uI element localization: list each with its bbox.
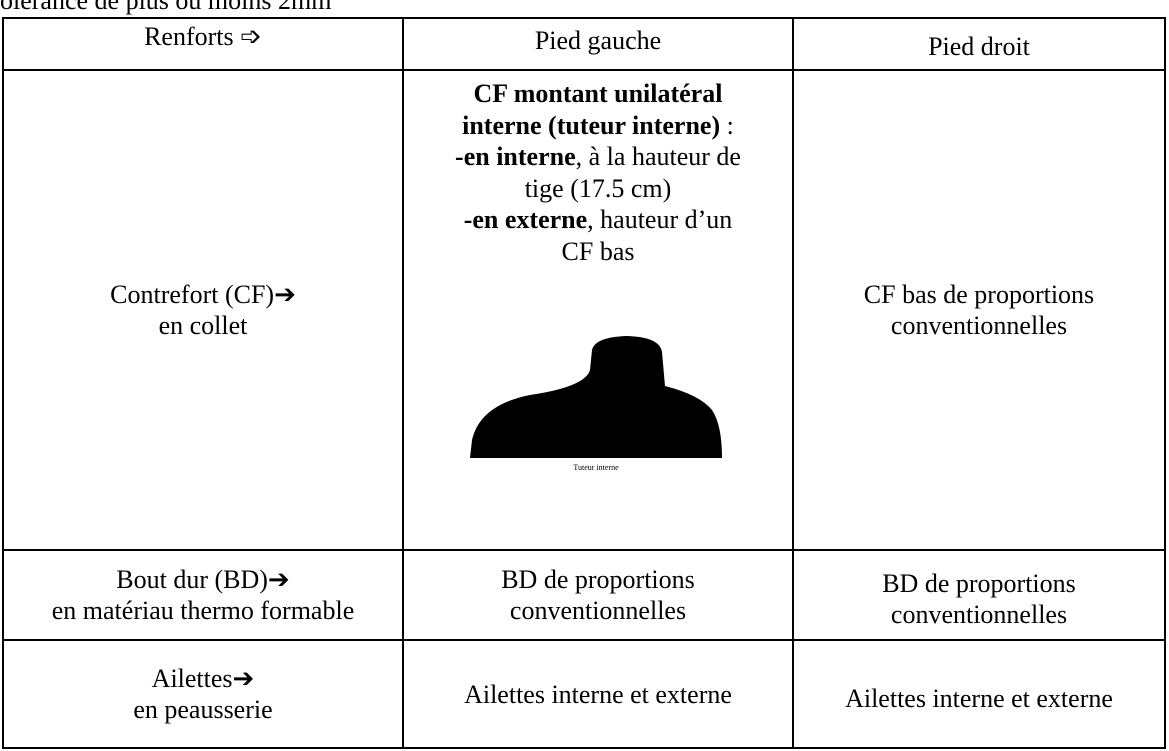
- cell-line: -en interne, à la hauteur de: [455, 141, 741, 173]
- header-text: Pied droit: [928, 31, 1030, 61]
- cell-text: :: [720, 110, 734, 140]
- rule: [1164, 17, 1166, 749]
- cell-text: conventionnelles: [509, 596, 687, 625]
- cell-text: BD de proportions: [882, 569, 1076, 598]
- cell-line: interne (tuteur interne) :: [462, 110, 734, 142]
- caption: Tuteur interne: [573, 463, 619, 472]
- rule: [2, 17, 1166, 19]
- cell-text: Contrefort (CF)➔: [110, 280, 296, 309]
- header-text: Renforts ➩: [144, 21, 262, 51]
- cell-line: CF montant unilatéral: [474, 78, 723, 110]
- rule: [2, 17, 4, 749]
- cell: Bout dur (BD)➔ en matériau thermo formab…: [4, 551, 402, 639]
- header-text: Pied gauche: [534, 25, 662, 55]
- note: olérance de plus ou moins 2mm: [0, 0, 332, 15]
- cell-text: en peausserie: [133, 695, 273, 724]
- cell-text: Ailettes interne et externe: [845, 683, 1113, 713]
- tutor-silhouette: [470, 336, 722, 458]
- cell-text: CF bas: [561, 236, 635, 266]
- bold-text: CF montant unilatéral: [473, 79, 723, 108]
- cell-text: en collet: [158, 311, 248, 340]
- bold-text: -en interne: [455, 142, 576, 171]
- cell: BD de proportions conventionnelles: [794, 555, 1164, 643]
- cell-text: Bout dur (BD)➔: [116, 565, 290, 594]
- cell: CF montant unilatéral interne (tuteur in…: [404, 78, 792, 268]
- bold-text: interne (tuteur interne): [462, 110, 721, 140]
- rule: [402, 17, 404, 749]
- cell: CF bas de proportions conventionnelles: [794, 71, 1164, 549]
- cell: Ailettes➔ en peausserie: [4, 641, 402, 747]
- cell-text: CF bas de proportions: [863, 280, 1095, 309]
- cell-text: conventionnelles: [890, 600, 1068, 629]
- cell-text: BD de proportions: [501, 565, 695, 594]
- rule: [2, 549, 1166, 551]
- rule: [2, 69, 1166, 71]
- header-cell: Pied gauche: [404, 14, 792, 66]
- cell-text: Ailettes interne et externe: [464, 679, 732, 709]
- cell-text: en matériau thermo formable: [51, 596, 355, 625]
- cell: Ailettes interne et externe: [404, 641, 792, 747]
- cell-text: tige (17.5 cm): [524, 173, 672, 203]
- rule: [2, 639, 1166, 641]
- header-cell: Pied droit: [794, 20, 1164, 72]
- cell-text: , à la hauteur de: [575, 142, 741, 171]
- cell: Contrefort (CF)➔ en collet: [4, 71, 402, 549]
- cell: Ailettes interne et externe: [794, 645, 1164, 751]
- rule: [792, 17, 794, 749]
- cell-text: conventionnelles: [890, 311, 1068, 340]
- header-cell: Renforts ➩: [4, 12, 402, 60]
- cell-text: Ailettes➔: [151, 664, 255, 693]
- cell-line: -en externe, hauteur d’un: [464, 204, 733, 236]
- rule: [2, 747, 1166, 749]
- bold-text: -en externe: [463, 205, 588, 234]
- cell: BD de proportions conventionnelles: [404, 551, 792, 639]
- cell-text: , hauteur d’un: [587, 205, 733, 234]
